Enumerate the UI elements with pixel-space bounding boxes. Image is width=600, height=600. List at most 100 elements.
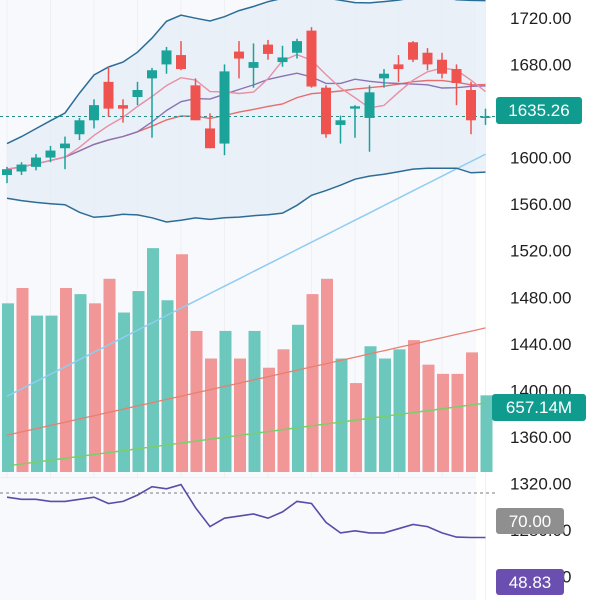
candle: [263, 39, 273, 60]
candle: [350, 105, 360, 138]
candle-body: [118, 105, 128, 109]
price-tick-label: 1440.00: [510, 335, 571, 354]
bollinger-lower-line: [6, 167, 486, 223]
volume-bar: [248, 330, 261, 472]
candle: [292, 38, 302, 59]
volume-bar: [234, 358, 246, 472]
candle: [205, 113, 215, 149]
volume-bar: [263, 367, 275, 472]
volume-bar: [45, 315, 58, 472]
candle: [335, 115, 346, 144]
candlesticks: [2, 27, 491, 184]
volume-bar: [219, 330, 232, 472]
price-tick-label: 1520.00: [510, 242, 571, 261]
volume-bar: [335, 358, 348, 472]
candle: [2, 166, 12, 184]
price-tick-label: 1480.00: [510, 288, 571, 307]
candle: [466, 81, 476, 135]
candle-body: [379, 73, 389, 79]
bollinger-upper-line: [6, 0, 486, 145]
price-tick-label: 1720.00: [510, 9, 571, 28]
volume-bar: [393, 349, 406, 472]
volume-bar: [176, 254, 188, 472]
price-axis: 1720.001680.001640.001600.001560.001520.…: [510, 9, 571, 587]
volume-bar: [466, 352, 478, 472]
candle: [103, 66, 114, 117]
candle: [176, 41, 186, 71]
candle: [437, 52, 447, 79]
ma50-line: [6, 153, 486, 397]
candle-body: [248, 62, 259, 68]
candle: [147, 67, 157, 138]
volume-bar: [306, 294, 319, 472]
volume-bar: [321, 278, 333, 472]
candle-body: [176, 55, 186, 70]
candle: [74, 117, 85, 141]
candle: [248, 43, 259, 88]
volume-bar: [60, 288, 72, 472]
candle-body: [350, 106, 360, 109]
candle: [161, 46, 172, 74]
candle-body: [2, 169, 12, 176]
candle: [89, 99, 99, 129]
rsi-line: [6, 483, 486, 539]
volume-bar: [74, 294, 87, 472]
candle: [408, 41, 418, 63]
candle-body: [292, 41, 302, 53]
volume-bar: [89, 303, 101, 472]
price-tick-label: 1320.00: [510, 475, 571, 494]
candle-body: [16, 164, 27, 172]
price-tick-label: 1360.00: [510, 428, 571, 447]
candle-body: [31, 157, 41, 167]
volume-bar: [292, 324, 304, 472]
volume-bar: [277, 349, 290, 472]
volume-bar: [132, 291, 145, 472]
candle: [306, 27, 317, 88]
candle: [321, 85, 331, 138]
rsi-level-label: 70.00: [509, 512, 552, 531]
candle: [277, 45, 288, 67]
candle-body: [466, 90, 476, 121]
volume-bar: [350, 383, 362, 472]
volume-bar: [364, 346, 377, 472]
candle: [364, 85, 375, 152]
candle: [451, 64, 462, 106]
candle: [480, 108, 491, 125]
rsi-background: [0, 478, 476, 600]
price-badges: 1635.26 657.14M 70.00 48.83: [492, 97, 586, 595]
price-tick-label: 1560.00: [510, 195, 571, 214]
candle-body: [451, 69, 462, 84]
volume-bar: [205, 358, 217, 472]
candle: [422, 48, 433, 71]
rsi-value-label: 48.83: [509, 573, 552, 592]
candle-body: [277, 57, 288, 63]
candle: [16, 162, 27, 176]
candle-body: [306, 30, 317, 87]
candle: [219, 64, 230, 156]
candle: [45, 145, 56, 163]
candle-body: [219, 71, 230, 144]
candle: [31, 154, 41, 171]
rsi-value-badge: [496, 569, 564, 595]
candle-body: [205, 128, 215, 149]
volume-bar: [161, 300, 174, 472]
candle: [132, 81, 143, 106]
volume-ma-green-line-overlay: [6, 402, 486, 467]
candle: [118, 99, 128, 123]
volume-bar: [480, 395, 493, 472]
volume-bar: [118, 312, 130, 472]
ma10-line: [6, 72, 486, 170]
last-price-label: 1635.26: [508, 101, 569, 120]
candle-body: [437, 59, 447, 74]
candle-body: [321, 87, 331, 135]
candle-body: [335, 120, 346, 125]
last-price-badge: [496, 97, 582, 124]
candle-body: [422, 52, 433, 65]
volume-bar: [422, 364, 435, 472]
candle: [393, 55, 404, 82]
ma5-line: [6, 53, 486, 170]
candle-body: [480, 116, 491, 118]
candle-body: [89, 105, 99, 121]
